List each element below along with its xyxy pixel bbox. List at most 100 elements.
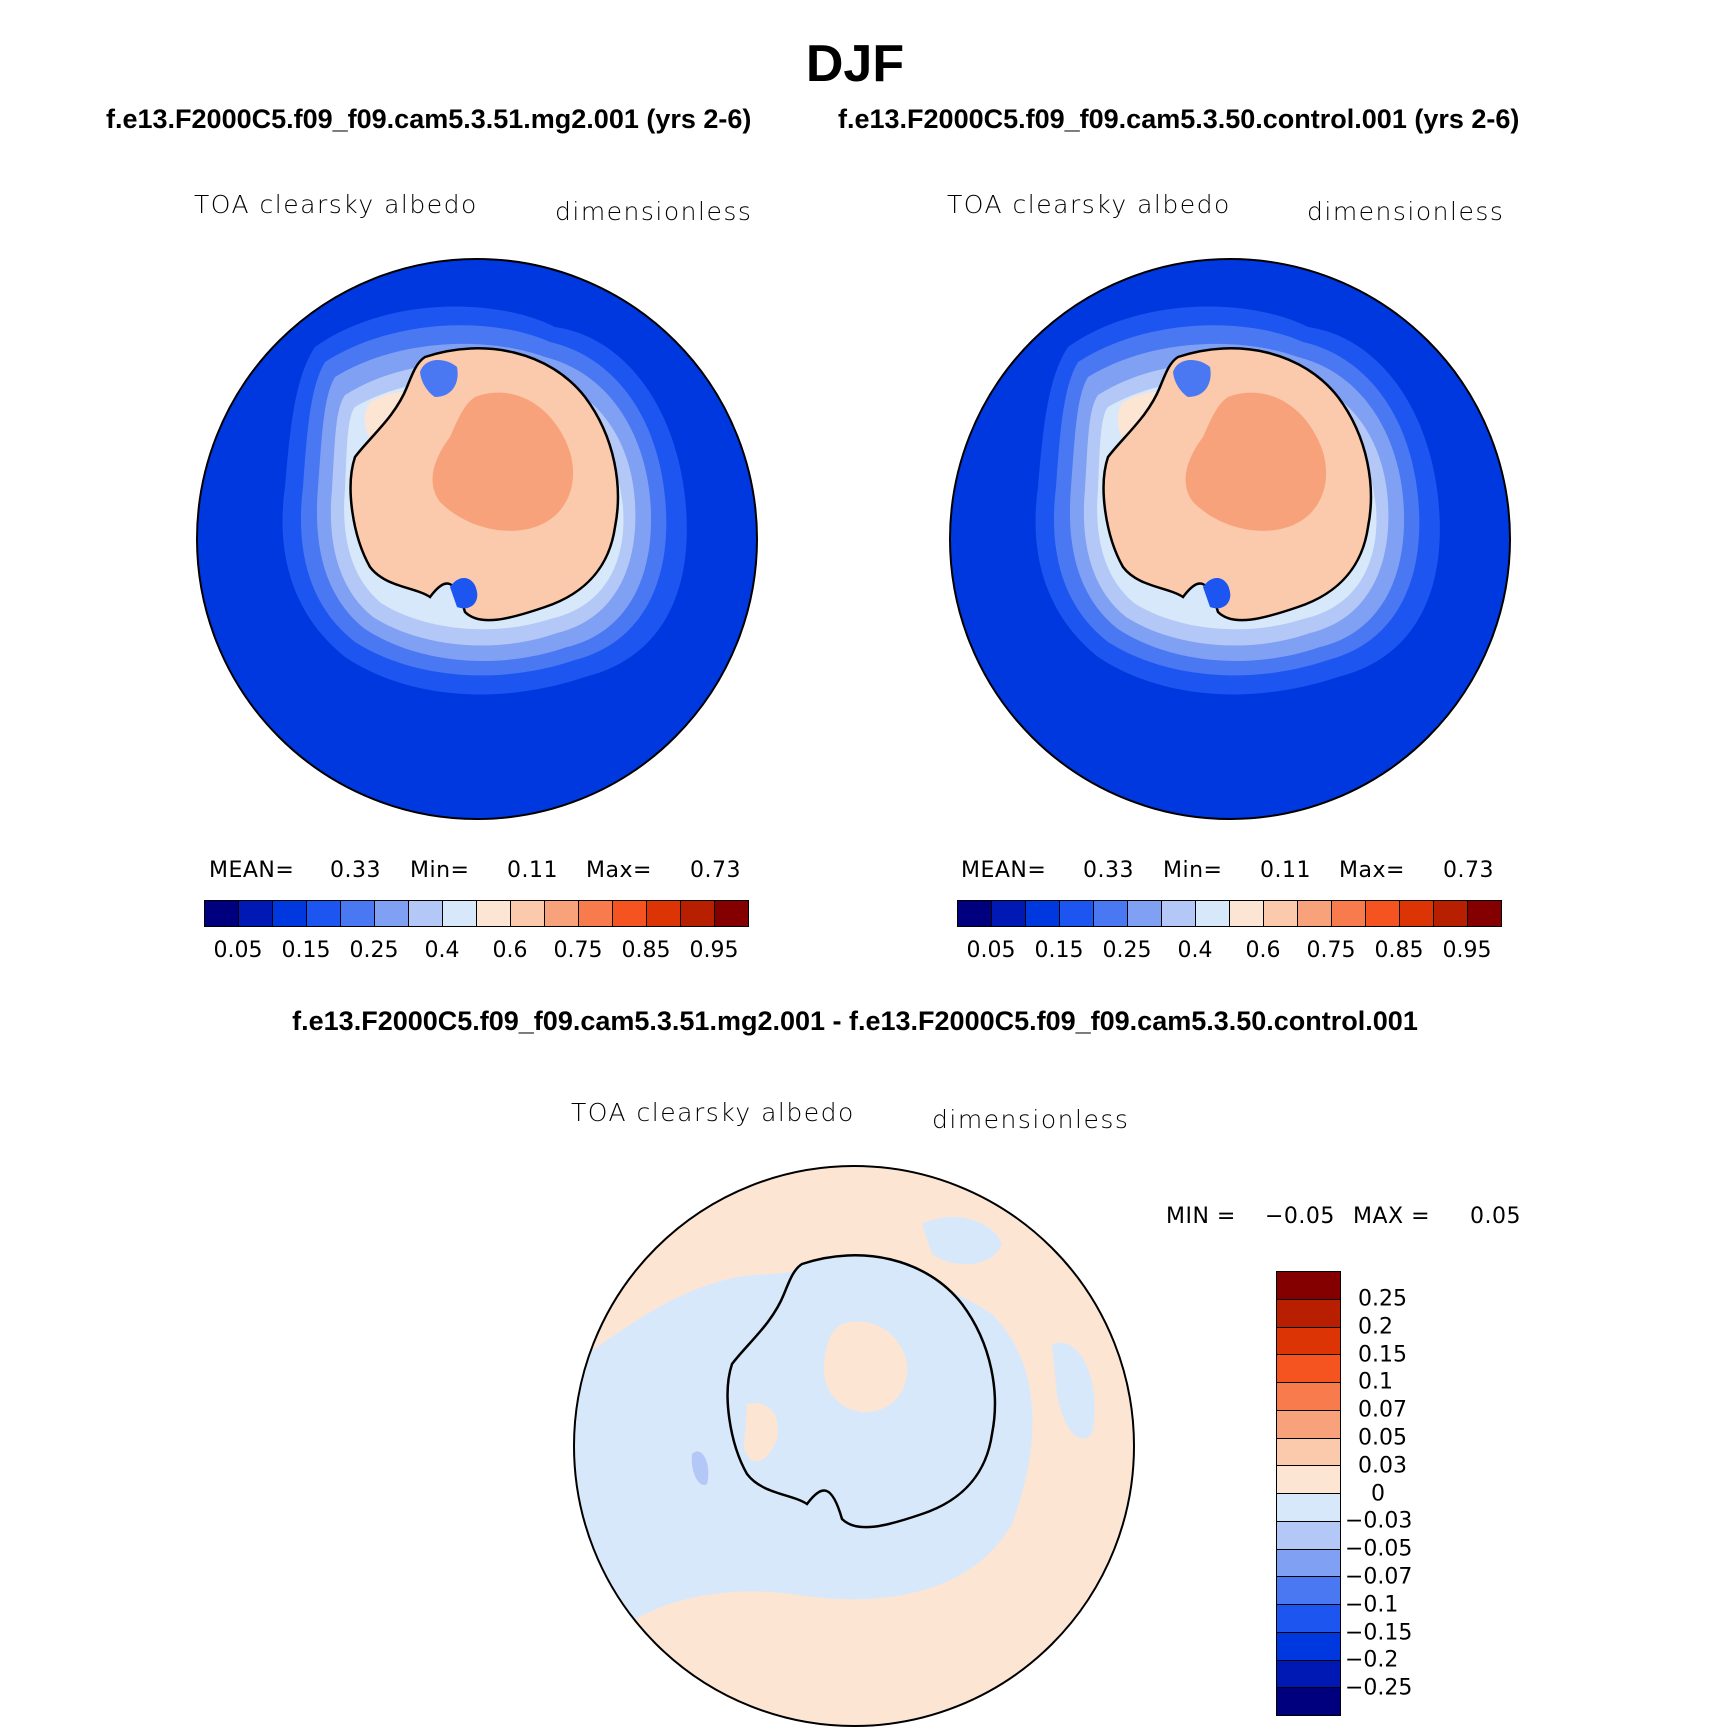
contour-0.15 (450, 577, 478, 609)
colorbar-tick: 0.6 (492, 938, 528, 963)
variable-label: TOA clearsky albedo (571, 1098, 855, 1127)
colorbar-swatch (1162, 901, 1196, 926)
diff-negative-patch (1052, 1342, 1095, 1439)
colorbar-swatch (579, 901, 613, 926)
contour-0.15 (1203, 577, 1231, 609)
mean-value: 0.33 (330, 858, 381, 883)
units-label: dimensionless (932, 1105, 1130, 1134)
map-difference (573, 1165, 1135, 1727)
colorbar-swatch (1277, 1466, 1340, 1494)
colorbar-swatch (443, 901, 477, 926)
colorbar-tick: 0.75 (553, 938, 603, 963)
max-label: Max= (586, 858, 652, 883)
colorbar-swatch (1026, 901, 1060, 926)
units-label: dimensionless (1307, 197, 1505, 226)
diff-positive-region (744, 1403, 778, 1462)
colorbar-swatch (1277, 1577, 1340, 1605)
colorbar-tick: 0.15 (1358, 1342, 1407, 1368)
case1-title: f.e13.F2000C5.f09_f09.cam5.3.51.mg2.001 … (106, 104, 752, 134)
colorbar-swatch (1277, 1383, 1340, 1411)
colorbar-tick: −0.15 (1345, 1620, 1413, 1646)
map-case1 (196, 258, 758, 820)
colorbar-swatch (1196, 901, 1230, 926)
colorbar-swatch (341, 901, 375, 926)
colorbar-swatch (477, 901, 511, 926)
colorbar-swatch (1264, 901, 1298, 926)
colorbar-swatch (958, 901, 992, 926)
colorbar-tick: 0.25 (1102, 938, 1152, 963)
colorbar-tick: 0.05 (966, 938, 1016, 963)
colorbar-tick: 0.6 (1245, 938, 1281, 963)
colorbar-swatch (1277, 1355, 1340, 1383)
colorbar-swatch (375, 901, 409, 926)
diff-positive-region (823, 1321, 908, 1413)
colorbar-tick: 0.85 (621, 938, 671, 963)
mean-value: 0.33 (1083, 858, 1134, 883)
colorbar-swatch (1434, 901, 1468, 926)
colorbar-swatch (681, 901, 715, 926)
colorbar-tick: 0.4 (1177, 938, 1213, 963)
colorbar-swatch (1277, 1299, 1340, 1328)
mean-label: MEAN= (209, 858, 295, 883)
figure-title: DJF (805, 35, 905, 93)
min-label: Min= (1163, 858, 1223, 883)
colorbar-tick: 0.05 (1358, 1425, 1407, 1451)
colorbar-tick: 0.25 (349, 938, 399, 963)
colorbar-tick: 0.75 (1306, 938, 1356, 963)
colorbar-swatch (1277, 1494, 1340, 1522)
colorbar-tick: −0.2 (1345, 1647, 1399, 1673)
colorbar-swatch (1298, 901, 1332, 926)
colorbar-tick: 0.85 (1374, 938, 1424, 963)
colorbar-tick: 0.95 (1442, 938, 1492, 963)
colorbar-tick: 0.25 (1358, 1286, 1407, 1312)
colorbar-tick: −0.07 (1345, 1564, 1413, 1590)
colorbar-tick: −0.05 (1345, 1536, 1413, 1562)
colorbar-swatch (1277, 1410, 1340, 1439)
contour-0.75 (1185, 392, 1327, 531)
colorbar-swatch (239, 901, 273, 926)
colorbar-swatch (1277, 1438, 1340, 1467)
diff-negative-patch (922, 1216, 1002, 1265)
map-boundary (949, 258, 1511, 820)
contour-0.75 (432, 392, 574, 531)
map-case2 (949, 258, 1511, 820)
min-label: Min= (410, 858, 470, 883)
colorbar-difference (1276, 1271, 1341, 1716)
mean-label: MEAN= (961, 858, 1047, 883)
colorbar-tick: 0.4 (424, 938, 460, 963)
colorbar-tick: 0.05 (213, 938, 263, 963)
colorbar-tick: 0.07 (1358, 1397, 1407, 1423)
max-label: MAX = (1353, 1204, 1431, 1229)
min-value: −0.05 (1265, 1204, 1335, 1229)
colorbar-swatch (1277, 1521, 1340, 1550)
colorbar-case2 (957, 900, 1502, 927)
colorbar-swatch (511, 901, 545, 926)
colorbar-swatch (1277, 1327, 1340, 1356)
colorbar-swatch (1277, 1272, 1340, 1300)
colorbar-swatch (992, 901, 1026, 926)
colorbar-swatch (1277, 1549, 1340, 1578)
map-boundary (196, 258, 758, 820)
colorbar-tick: 0 (1371, 1481, 1385, 1507)
difference-title: f.e13.F2000C5.f09_f09.cam5.3.51.mg2.001 … (292, 1006, 1418, 1036)
colorbar-swatch (1277, 1632, 1340, 1661)
colorbar-swatch (205, 901, 239, 926)
colorbar-swatch (715, 901, 748, 926)
contour-0.15b (1173, 360, 1211, 397)
colorbar-swatch (273, 901, 307, 926)
units-label: dimensionless (555, 197, 753, 226)
colorbar-swatch (545, 901, 579, 926)
colorbar-tick: −0.25 (1345, 1675, 1413, 1701)
colorbar-swatch (1366, 901, 1400, 926)
colorbar-swatch (409, 901, 443, 926)
colorbar-swatch (1230, 901, 1264, 926)
colorbar-swatch (613, 901, 647, 926)
variable-label: TOA clearsky albedo (947, 190, 1231, 219)
colorbar-swatch (1277, 1660, 1340, 1689)
colorbar-tick: 0.15 (281, 938, 331, 963)
colorbar-tick: 0.2 (1358, 1314, 1393, 1340)
colorbar-tick: −0.1 (1345, 1592, 1399, 1618)
colorbar-swatch (647, 901, 681, 926)
colorbar-tick: 0.15 (1034, 938, 1084, 963)
colorbar-tick: 0.1 (1358, 1369, 1393, 1395)
